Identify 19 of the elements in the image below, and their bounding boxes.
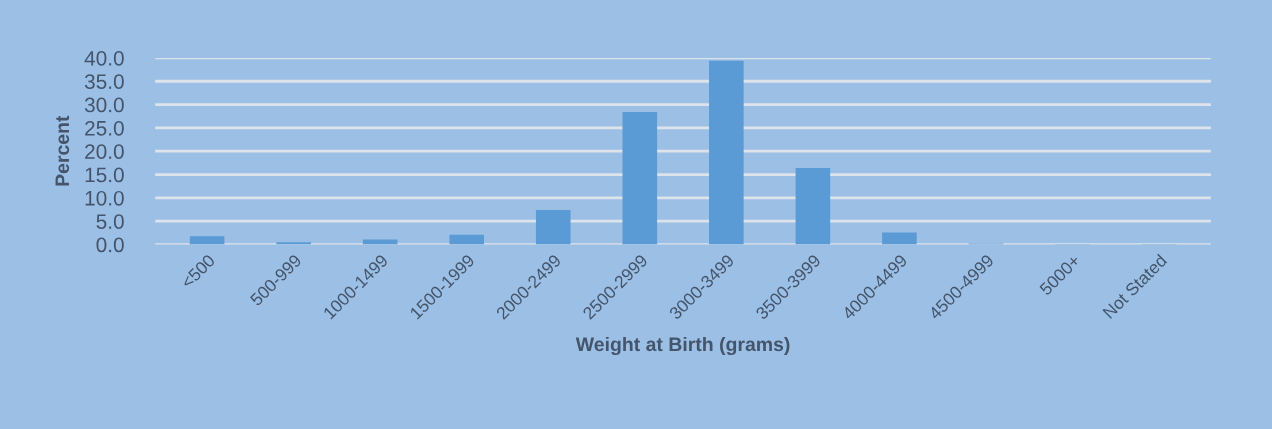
y-axis-title: Percent <box>55 115 70 186</box>
bar <box>882 232 917 245</box>
bar <box>362 239 398 245</box>
y-tick-label: 10.0 <box>85 190 124 206</box>
y-tick-label: 25.0 <box>85 120 124 136</box>
y-tick-label: 5.0 <box>96 214 124 229</box>
y-tick-label: 0.0 <box>96 237 124 253</box>
y-tick-label: 35.0 <box>84 74 124 89</box>
bar <box>622 112 658 245</box>
y-tick-label: 30.0 <box>84 97 124 113</box>
y-tick-label: 15.0 <box>85 167 124 183</box>
x-axis-title: Weight at Birth (grams) <box>575 336 790 356</box>
y-tick-label: 20.0 <box>85 144 124 159</box>
bar <box>449 234 485 245</box>
bar <box>795 168 831 245</box>
bar <box>189 236 225 245</box>
bar <box>535 210 571 245</box>
y-tick-label: 40.0 <box>84 50 124 66</box>
bar <box>709 60 744 245</box>
